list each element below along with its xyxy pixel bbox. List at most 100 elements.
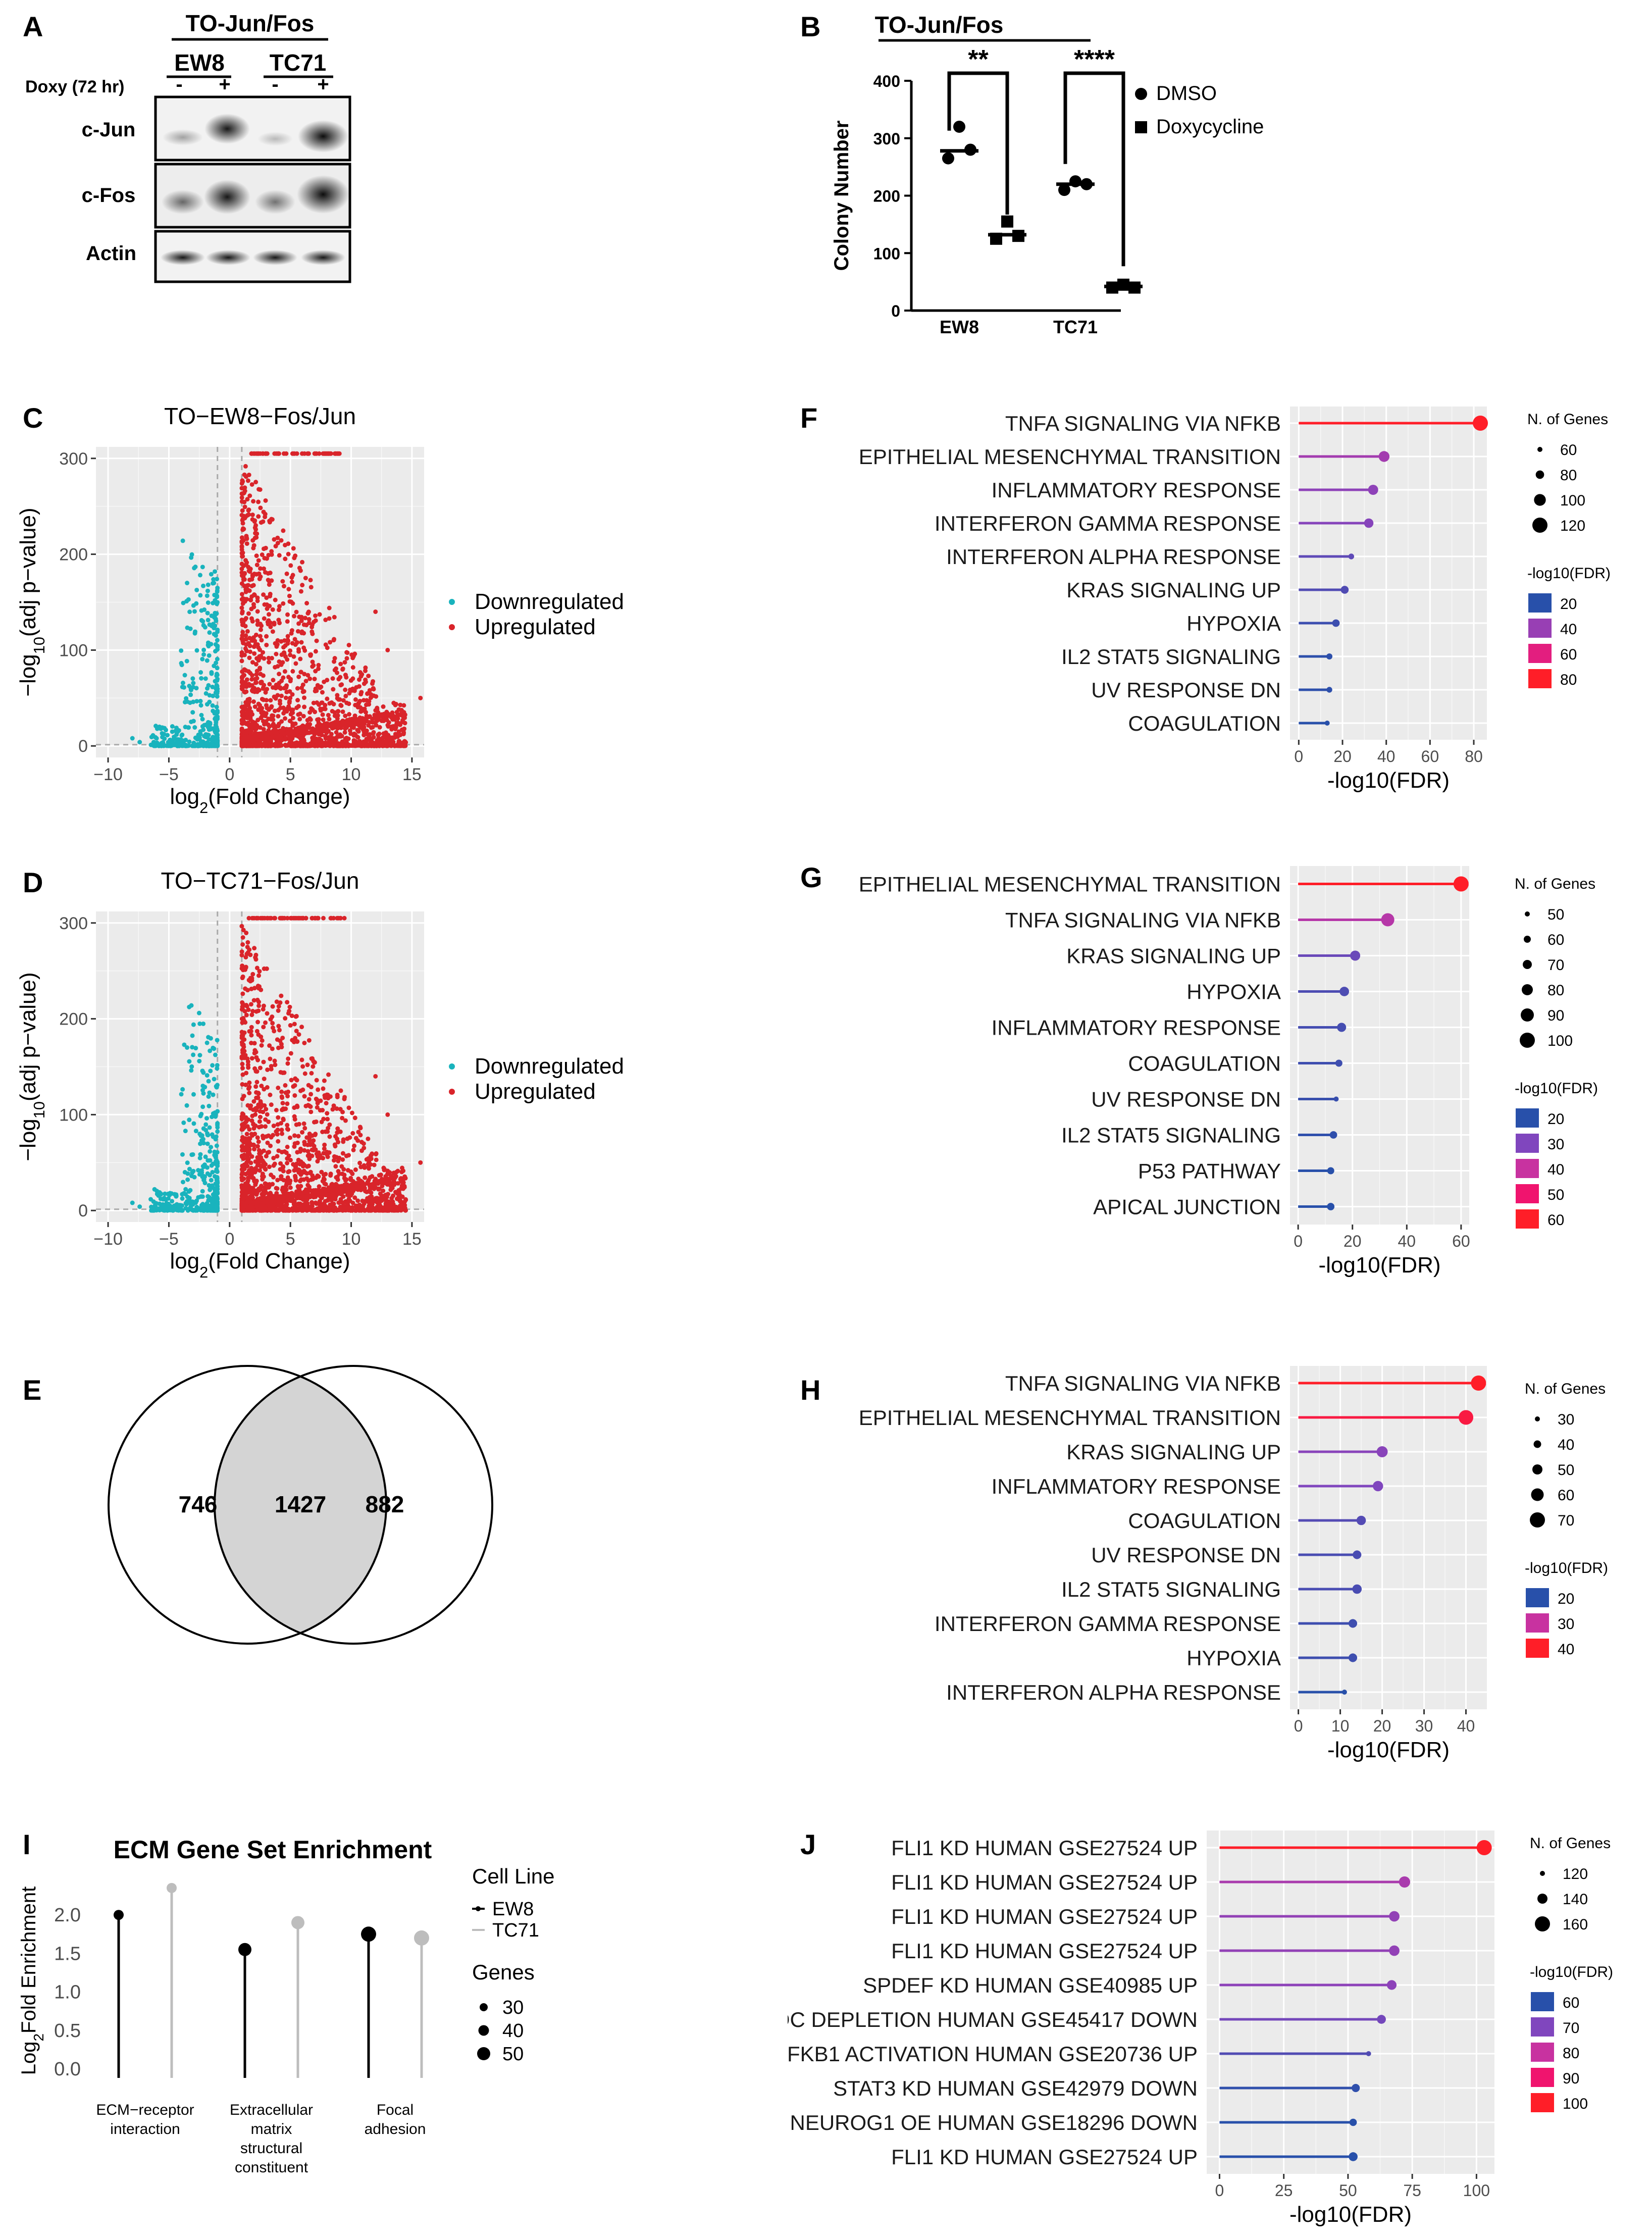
volcano-point: [284, 1150, 289, 1155]
volcano-point: [201, 652, 206, 657]
volcano-point: [247, 649, 252, 654]
volcano-point: [318, 729, 323, 734]
volcano-point: [214, 611, 219, 616]
volcano-points: [130, 915, 423, 1213]
panel-label-a: A: [23, 11, 43, 42]
volcano-point: [308, 1104, 313, 1109]
volcano-point: [302, 731, 307, 736]
volcano-point: [297, 1162, 302, 1167]
volcano-point: [268, 594, 273, 599]
volcano-point: [277, 621, 282, 626]
volcano-point: [294, 740, 299, 745]
volcano-point: [401, 703, 406, 708]
volcano-point: [240, 1048, 245, 1053]
volcano-point: [353, 1136, 358, 1141]
volcano-point: [255, 1207, 260, 1212]
lollipop-head: [1340, 586, 1349, 594]
volcano-point: [257, 725, 263, 730]
volcano-point: [321, 451, 326, 456]
legend-marker: [1135, 88, 1147, 100]
volcano-point: [263, 1167, 268, 1172]
volcano-point: [297, 615, 302, 620]
volcano-point: [253, 1159, 258, 1164]
volcano-point: [261, 1025, 266, 1030]
volcano-point: [332, 1154, 337, 1159]
volcano-point: [342, 730, 347, 735]
panel-label-j: J: [800, 1828, 816, 1860]
volcano-point: [357, 1207, 363, 1212]
blot-row-label: c-Fos: [82, 184, 136, 207]
volcano-point: [333, 1164, 338, 1169]
volcano-point: [287, 699, 292, 704]
volcano-point: [264, 1154, 269, 1159]
volcano-point: [248, 709, 253, 715]
volcano-point: [285, 619, 290, 624]
volcano-point: [240, 1042, 245, 1047]
volcano-point: [283, 1083, 288, 1088]
volcano-point: [317, 1184, 322, 1189]
volcano-point: [176, 740, 181, 745]
volcano-point: [289, 1078, 294, 1083]
volcano-point: [245, 1206, 250, 1211]
volcano-point: [383, 1174, 388, 1179]
volcano-point: [184, 658, 189, 664]
volcano-point: [395, 1191, 400, 1196]
blot-treatment-label: Doxy (72 hr): [25, 77, 125, 96]
volcano-point: [337, 1155, 342, 1160]
volcano-point: [245, 1158, 250, 1163]
volcano-point: [206, 1079, 211, 1084]
volcano-point: [350, 1184, 355, 1189]
volcano-point: [309, 1071, 314, 1076]
volcano-point: [255, 1144, 260, 1149]
volcano-point: [245, 497, 250, 502]
volcano-point: [190, 1033, 195, 1038]
volcano-point: [241, 491, 246, 496]
volcano-point: [245, 629, 250, 634]
volcano-point: [287, 1181, 292, 1186]
volcano-point: [240, 1185, 245, 1190]
volcano-point: [241, 1156, 246, 1161]
volcano-point: [213, 649, 218, 654]
volcano-point: [374, 718, 379, 723]
volcano-point: [248, 1002, 253, 1007]
volcano-point: [271, 729, 276, 734]
volcano-point: [249, 677, 254, 682]
volcano-point: [240, 1061, 245, 1066]
volcano-point: [327, 1204, 332, 1209]
lollipop-head: [1348, 553, 1355, 559]
volcano-point: [211, 1092, 216, 1097]
volcano-point: [258, 1202, 263, 1207]
y-tick-label: 0: [78, 1201, 88, 1220]
volcano-point: [304, 742, 309, 747]
volcano-point: [374, 1152, 379, 1157]
volcano-point: [252, 519, 257, 524]
volcano-point: [242, 584, 247, 589]
volcano-point: [260, 552, 265, 557]
y-axis-label: −log10(adj p−value): [16, 507, 48, 696]
volcano-point: [239, 684, 244, 689]
volcano-point: [255, 915, 261, 921]
volcano-point: [306, 1038, 312, 1043]
volcano-point: [240, 521, 245, 526]
volcano-point: [247, 1127, 252, 1132]
volcano-point: [210, 1114, 215, 1119]
volcano-point: [339, 740, 344, 745]
legend-marker: [449, 624, 455, 630]
lollipop-head: [1368, 485, 1378, 495]
volcano-point: [276, 1085, 281, 1090]
volcano-point: [281, 528, 286, 533]
volcano-point: [212, 592, 217, 597]
volcano-point: [371, 687, 376, 692]
volcano-point: [395, 1181, 400, 1186]
volcano-point: [206, 653, 212, 658]
volcano-point: [297, 566, 302, 571]
volcano-point: [240, 1000, 245, 1005]
volcano-point: [276, 1004, 281, 1009]
volcano-point: [239, 1035, 244, 1040]
volcano-point: [311, 1064, 316, 1069]
volcano-point: [338, 1129, 343, 1134]
volcano-point: [246, 743, 251, 748]
volcano-point: [321, 915, 326, 921]
volcano-point: [262, 1076, 267, 1081]
volcano-point: [239, 1054, 244, 1059]
